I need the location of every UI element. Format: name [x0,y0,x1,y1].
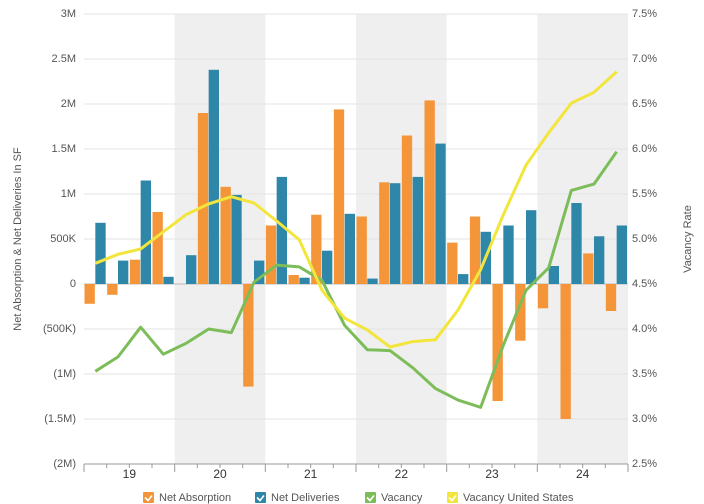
bar [322,250,333,284]
bar [605,284,617,311]
y-tick-label: 1M [61,188,76,200]
x-tick-label: 20 [213,467,227,481]
line [94,150,618,409]
bar [299,277,310,284]
legend-item[interactable]: Vacancy United States [447,492,574,504]
legend-item[interactable]: Net Absorption [143,492,231,504]
legend-check [448,495,457,502]
bar [152,212,163,284]
bar [276,176,287,284]
y2-tick-label: 7.5% [632,8,657,20]
legend-check [366,495,375,502]
legend-swatch [365,492,376,503]
y2-tick-label: 5.5% [632,188,657,200]
legend-label: Net Deliveries [271,492,340,504]
bar [492,284,503,401]
x-tick-label: 24 [576,467,590,481]
legend-check [144,495,153,502]
bar [503,225,514,284]
bar [231,194,242,284]
bar [583,253,594,284]
bar [208,69,219,284]
bar [197,113,209,284]
bar [548,266,559,284]
bar [458,274,469,284]
bar [95,222,106,284]
legend-label: Vacancy [381,492,423,504]
y-tick-label: 2M [61,98,76,110]
bar [435,143,446,284]
y-tick-label: 2.5M [52,53,76,65]
bar [186,255,197,284]
y2-tick-label: 3.5% [632,368,657,380]
x-tick-label: 22 [395,467,409,481]
y-tick-label: (2M) [53,458,76,470]
y-tick-label: 1.5M [52,143,76,155]
bar [288,275,299,284]
bar [447,242,458,284]
bar [616,225,627,284]
y2-tick-label: 4.0% [632,323,657,335]
bar [526,210,537,284]
line [94,70,618,349]
legend-swatch [143,492,154,503]
bar [537,284,549,309]
bar [265,225,277,284]
legend-label: Vacancy United States [463,492,574,504]
bar [140,180,151,284]
y-tick-label: (500K) [43,323,76,335]
y-tick-label: (1M) [53,368,76,380]
legend-swatch [255,492,266,503]
y-tick-label: 3M [61,8,76,20]
bar [243,284,254,387]
bar [412,176,423,284]
bar [356,216,367,284]
y-tick-label: 0 [70,278,76,290]
y2-tick-label: 4.5% [632,278,657,290]
bar [571,203,582,284]
bar [469,216,481,284]
x-tick-label: 23 [485,467,499,481]
y2-tick-label: 5.0% [632,233,657,245]
bar [118,260,129,284]
bar [344,213,355,284]
bar [390,183,401,284]
bar [515,284,526,341]
bar [594,236,605,284]
y2-axis-title: Vacancy Rate [682,205,694,273]
y2-tick-label: 7.0% [632,53,657,65]
y2-tick-label: 6.5% [632,98,657,110]
bar [424,100,435,285]
bar [311,214,322,284]
legend-item[interactable]: Net Deliveries [255,492,340,504]
bar [107,284,118,295]
bar [220,186,231,284]
bar [333,109,345,285]
bar [367,278,378,284]
bar [401,135,413,284]
x-tick-label: 21 [304,467,318,481]
y-tick-label: (1.5M) [44,413,76,425]
y-tick-label: 500K [50,233,76,245]
legend-label: Net Absorption [159,492,231,504]
bar [379,182,390,284]
bar [560,284,571,419]
bar [254,260,265,284]
y2-tick-label: 2.5% [632,458,657,470]
y2-tick-label: 3.0% [632,413,657,425]
legend-item[interactable]: Vacancy [365,492,423,504]
legend-check [256,495,265,502]
bar [84,284,95,304]
y2-tick-label: 6.0% [632,143,657,155]
legend-swatch [447,492,458,503]
y-axis-title: Net Absorption & Net Deliveries In SF [12,147,24,331]
x-tick-label: 19 [123,467,137,481]
bar [163,276,174,284]
bar [129,259,141,284]
